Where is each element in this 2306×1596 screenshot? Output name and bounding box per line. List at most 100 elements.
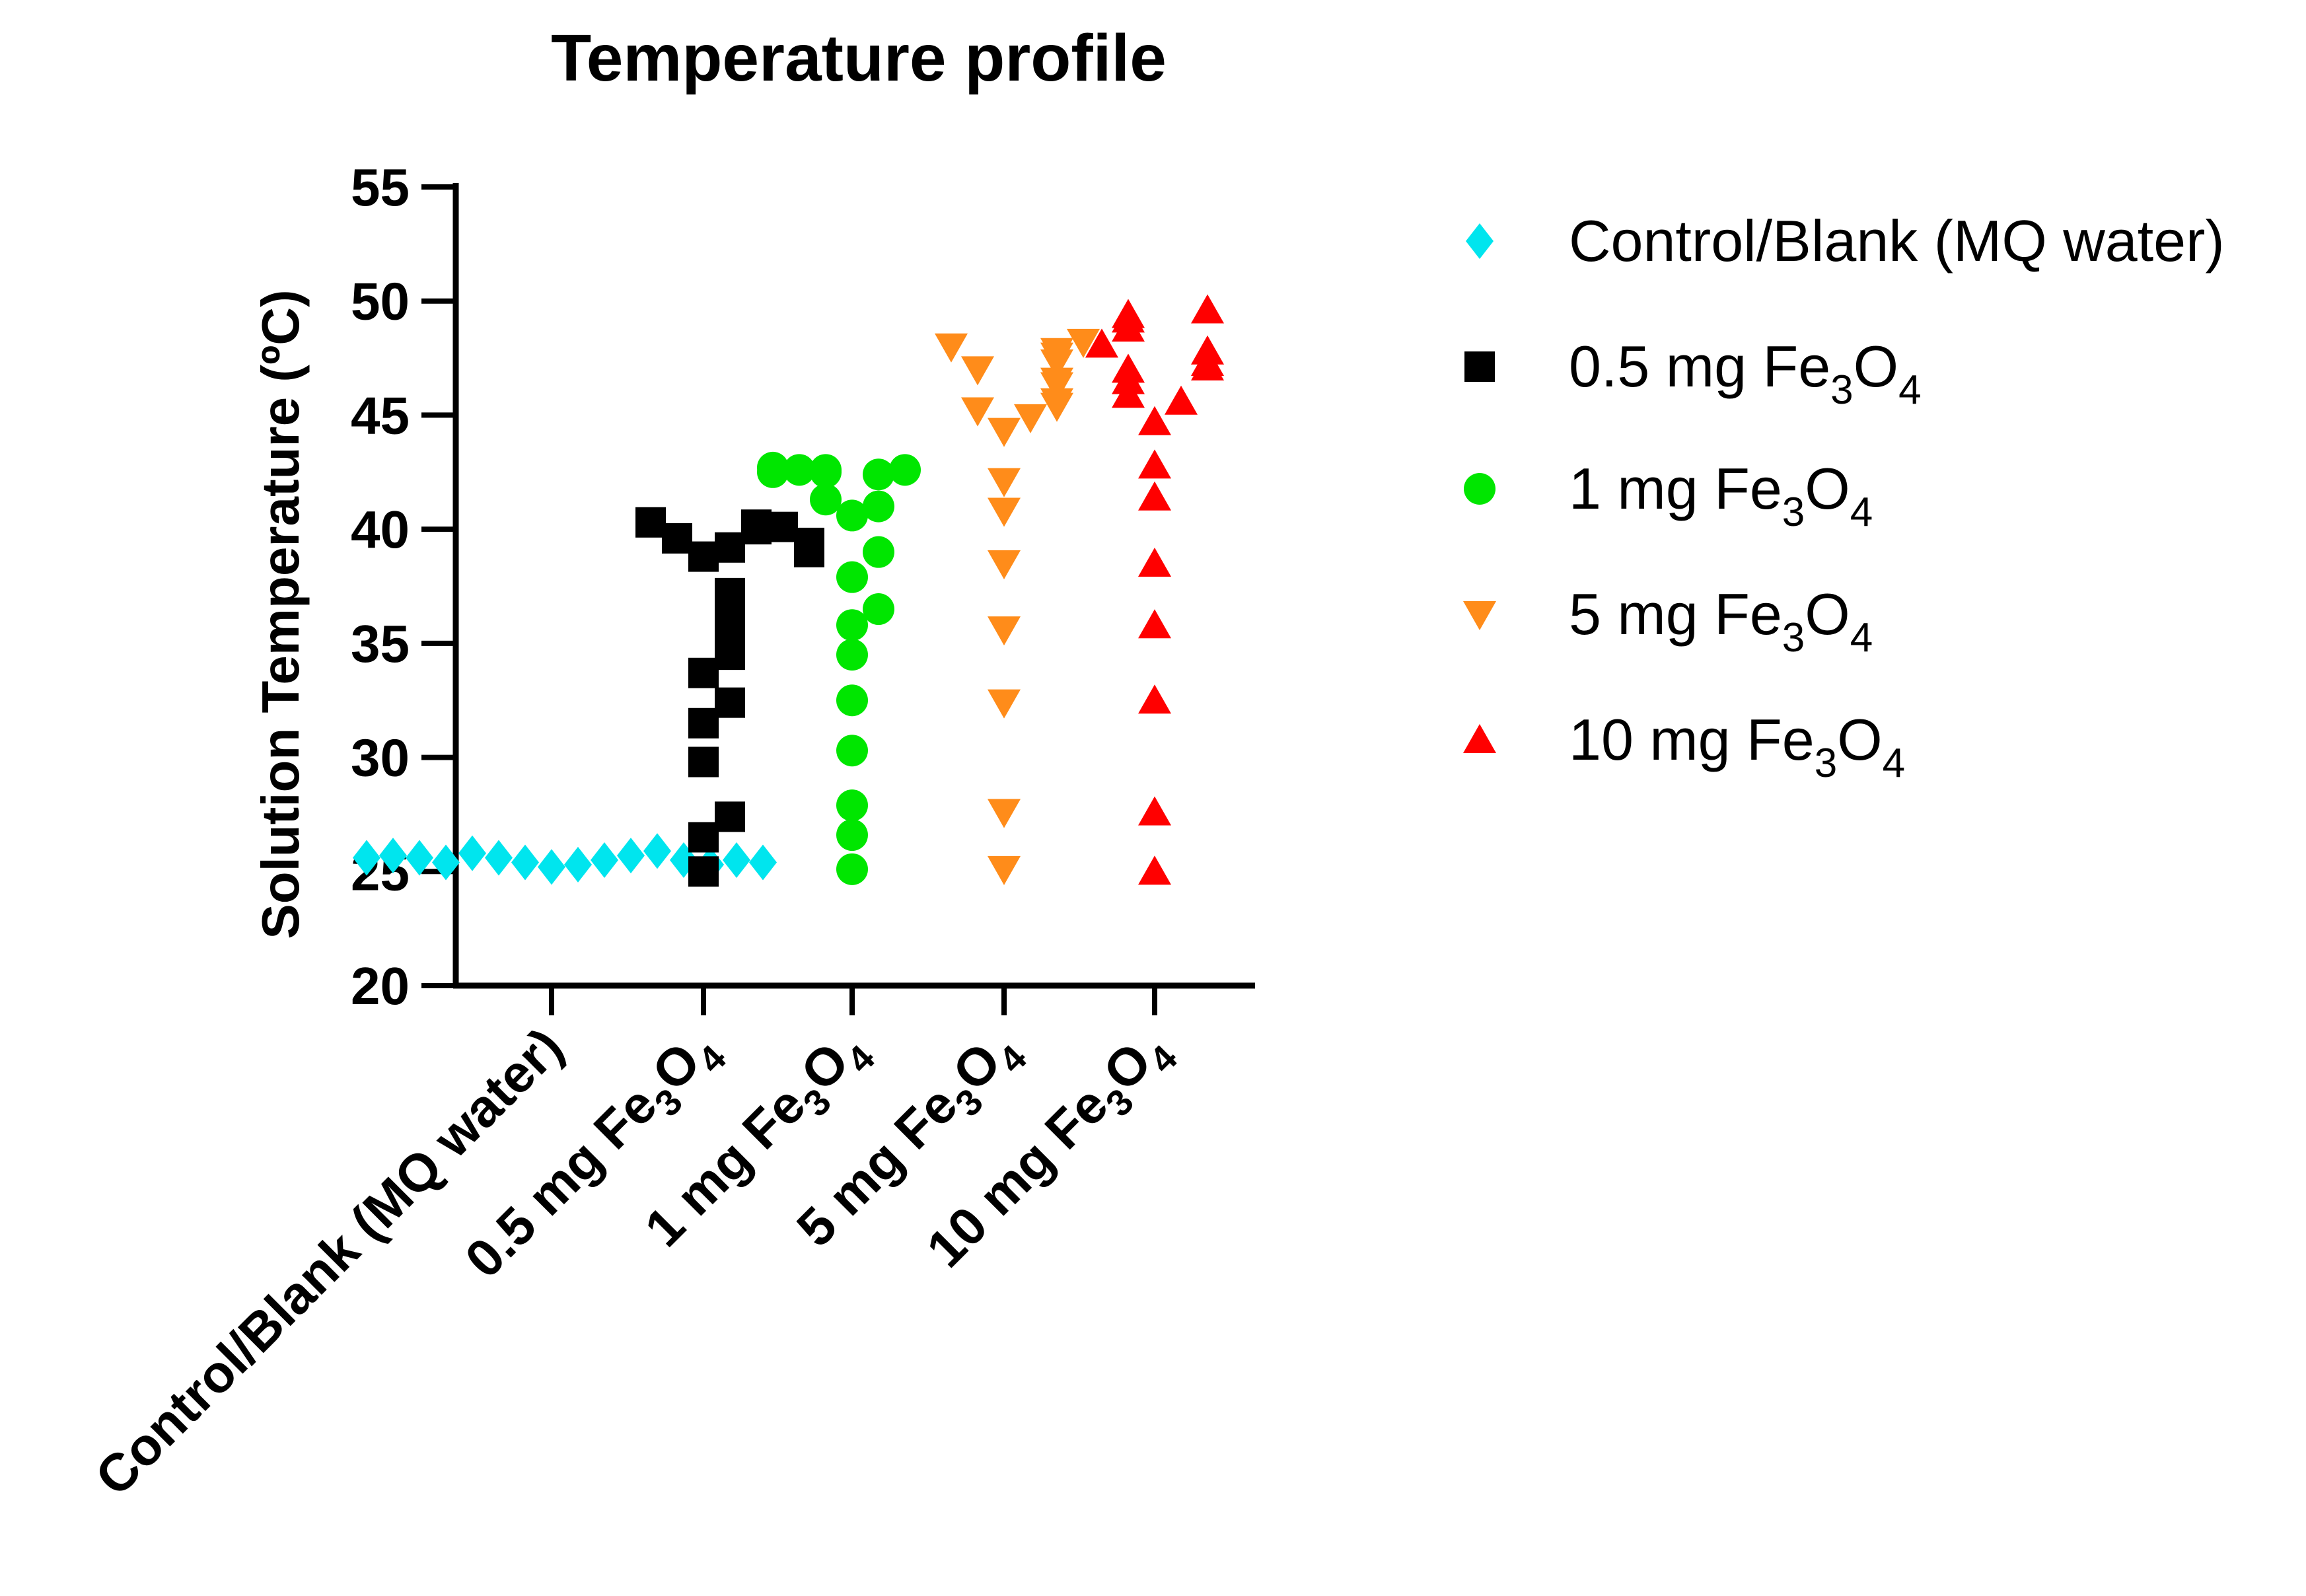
data-point (836, 735, 868, 767)
data-point (1191, 294, 1224, 324)
data-point (353, 840, 380, 876)
legend-label: Control/Blank (MQ water) (1569, 208, 2225, 273)
y-tick-label: 20 (351, 957, 410, 1015)
legend-label: 5 mg Fe3O4 (1569, 581, 1873, 661)
data-point (836, 561, 868, 593)
data-point (1138, 481, 1171, 511)
legend-label-part: 0.5 mg Fe (1569, 334, 1830, 399)
legend-item: 5 mg Fe3O4 (1463, 581, 1873, 661)
data-point (988, 468, 1021, 497)
legend-label: 1 mg Fe3O4 (1569, 456, 1873, 535)
legend-item: Control/Blank (MQ water) (1466, 208, 2225, 273)
legend-label-part: 3 (1782, 490, 1805, 535)
legend-marker (1466, 223, 1494, 259)
y-tick-label: 50 (351, 272, 410, 331)
data-point (1085, 328, 1118, 358)
data-point (810, 484, 842, 516)
data-point (485, 840, 513, 876)
legend-label-part: O (1837, 707, 1882, 772)
chart-title: Temperature profile (551, 21, 1167, 95)
data-point (810, 454, 842, 486)
data-point (836, 639, 868, 671)
legend-label: 10 mg Fe3O4 (1569, 707, 1905, 786)
data-point (688, 856, 719, 887)
data-point (988, 855, 1021, 885)
data-point (688, 541, 719, 572)
y-tick-label: 55 (351, 158, 410, 217)
legend-label-part: O (1805, 456, 1850, 521)
data-point (538, 849, 565, 885)
data-point (863, 458, 894, 491)
series-group (757, 451, 921, 885)
data-point (1014, 404, 1047, 433)
data-point (935, 333, 968, 363)
data-point (406, 840, 433, 876)
data-point (988, 417, 1021, 447)
legend-label-part: 3 (1782, 615, 1805, 661)
data-point (617, 838, 645, 874)
legend-item: 1 mg Fe3O4 (1464, 456, 1873, 535)
data-point (1112, 353, 1145, 383)
legend-label-part: 4 (1883, 741, 1905, 786)
data-point (836, 853, 868, 885)
data-point (749, 844, 777, 881)
data-point (715, 801, 745, 832)
legend-label-part: 4 (1850, 615, 1873, 661)
data-point (1040, 388, 1073, 417)
data-point (988, 497, 1021, 527)
data-point (635, 507, 666, 538)
data-point (1138, 609, 1171, 639)
legend-label: 0.5 mg Fe3O4 (1569, 334, 1922, 413)
data-point (1138, 449, 1171, 479)
data-point (688, 657, 719, 688)
legend-marker (1463, 601, 1496, 630)
data-point (1112, 299, 1145, 328)
legend-label-part: 4 (1850, 490, 1873, 535)
data-point (1138, 547, 1171, 577)
data-points (353, 294, 1224, 887)
legend-label-part: 5 mg Fe (1569, 581, 1782, 647)
data-point (836, 684, 868, 717)
data-point (1165, 385, 1198, 415)
data-point (511, 844, 539, 881)
legend-marker (1463, 724, 1496, 753)
data-point (432, 844, 460, 881)
data-point (836, 819, 868, 852)
data-point (564, 846, 592, 883)
data-point (988, 689, 1021, 719)
data-point (1067, 328, 1100, 358)
data-point (889, 454, 921, 486)
legend-label-part: O (1854, 334, 1898, 399)
data-point (741, 509, 772, 540)
data-point (768, 511, 798, 542)
y-axis-title-group: Solution Temperature (ºC) (251, 289, 310, 939)
data-point (783, 454, 815, 486)
legend-marker (1464, 351, 1495, 382)
y-axis-label: Solution Temperature (ºC) (251, 289, 310, 939)
data-point (1040, 338, 1073, 367)
legend-label-part: Control/Blank (MQ water) (1569, 208, 2225, 273)
legend-label-part: 3 (1815, 741, 1837, 786)
data-point (757, 451, 789, 484)
data-point (794, 536, 824, 567)
data-point (1138, 855, 1171, 885)
data-point (988, 616, 1021, 646)
data-point (863, 536, 894, 568)
data-point (662, 523, 692, 554)
legend-item: 0.5 mg Fe3O4 (1464, 334, 1922, 413)
y-tick-label: 35 (351, 614, 410, 673)
legend-label-part: 1 mg Fe (1569, 456, 1782, 521)
data-point (1138, 406, 1171, 435)
data-point (723, 842, 750, 879)
data-point (836, 609, 868, 641)
legend-label-part: 4 (1898, 367, 1921, 413)
data-point (863, 593, 894, 626)
y-tick-label: 45 (351, 386, 410, 445)
data-point (1040, 367, 1073, 397)
series-group (1085, 294, 1224, 885)
data-point (688, 746, 719, 778)
